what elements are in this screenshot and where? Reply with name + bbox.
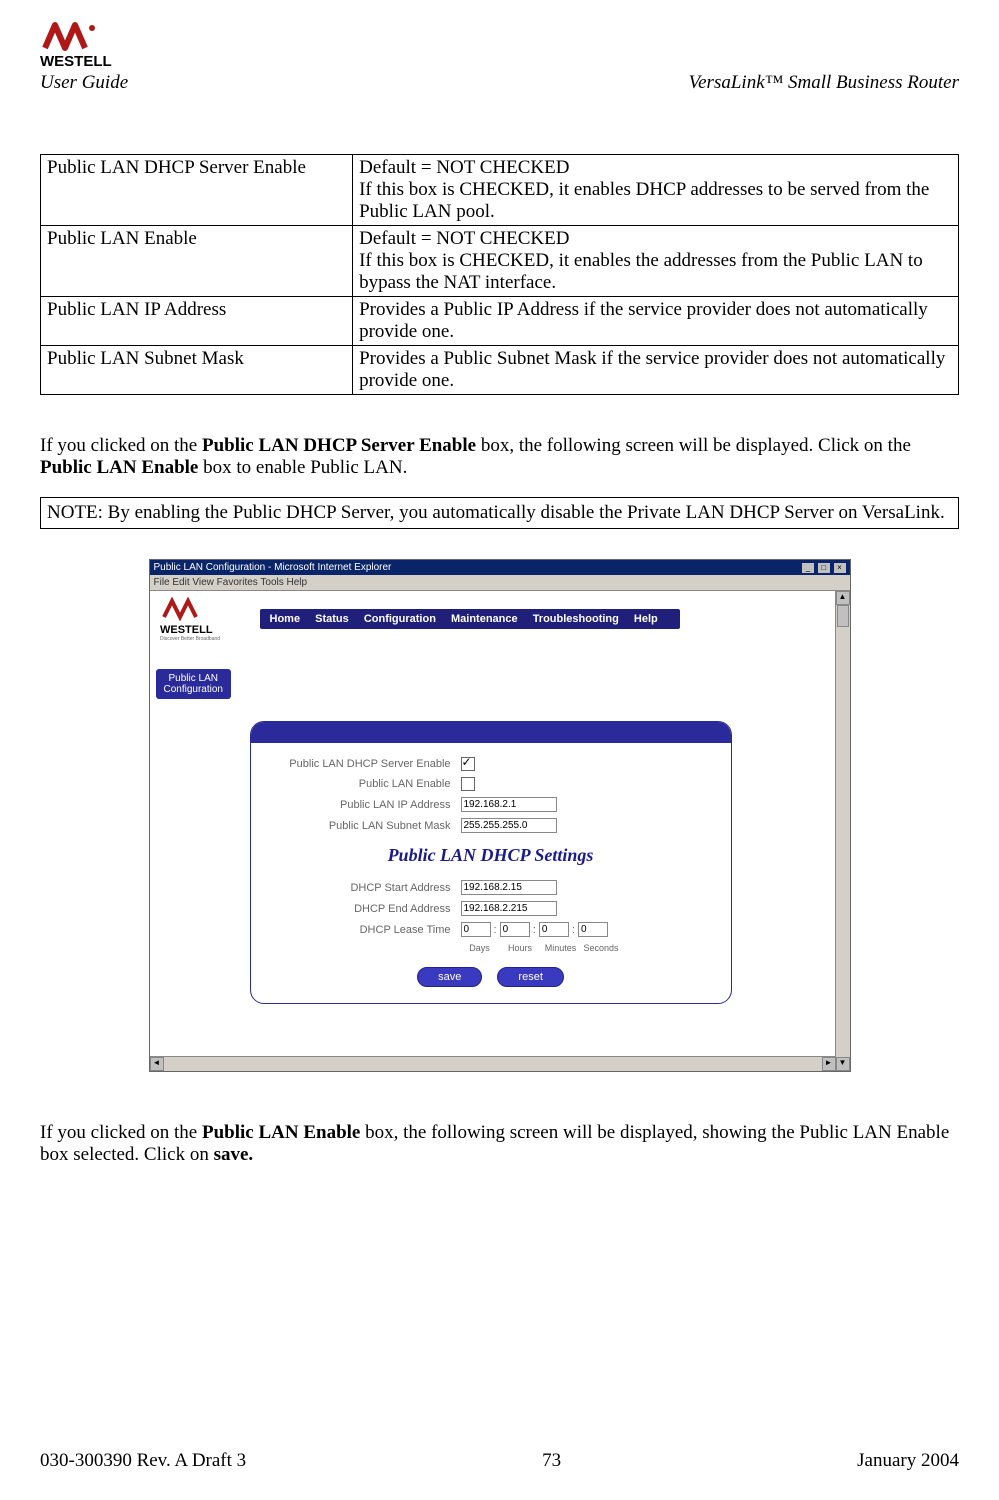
- scroll-up-icon[interactable]: ▲: [836, 591, 850, 605]
- label-dhcp-end: DHCP End Address: [281, 903, 461, 915]
- panel-body: Public LAN DHCP Server Enable Public LAN…: [251, 743, 731, 1003]
- logo-block: WESTELL User Guide: [40, 20, 130, 94]
- router-nav: Home Status Configuration Maintenance Tr…: [260, 609, 680, 629]
- scroll-thumb[interactable]: [837, 605, 849, 627]
- input-lease-seconds[interactable]: [578, 922, 608, 937]
- table-row: Public LAN Subnet Mask Provides a Public…: [41, 346, 959, 395]
- paragraph-2: If you clicked on the Public LAN Enable …: [40, 1122, 959, 1166]
- table-cell-desc: Default = NOT CHECKEDIf this box is CHEC…: [353, 226, 959, 297]
- scroll-right-icon[interactable]: ►: [822, 1057, 836, 1071]
- product-title: VersaLink™ Small Business Router: [689, 72, 959, 94]
- table-cell-label: Public LAN IP Address: [41, 297, 353, 346]
- side-tab[interactable]: Public LANConfiguration: [156, 669, 231, 699]
- page-header: WESTELL User Guide VersaLink™ Small Busi…: [40, 20, 959, 94]
- nav-maintenance[interactable]: Maintenance: [451, 613, 518, 625]
- svg-text:WESTELL: WESTELL: [40, 53, 112, 70]
- panel-head: [251, 722, 731, 743]
- ie-content: WESTELL Discover Better Broadband Home S…: [150, 591, 850, 1071]
- horizontal-scrollbar[interactable]: ◄ ►: [150, 1056, 836, 1071]
- label-ip-address: Public LAN IP Address: [281, 799, 461, 811]
- footer-center: 73: [542, 1450, 561, 1472]
- table-cell-label: Public LAN DHCP Server Enable: [41, 155, 353, 226]
- row-lease-time: DHCP Lease Time : : :: [281, 922, 701, 937]
- input-dhcp-start[interactable]: [461, 880, 557, 895]
- table-row: Public LAN IP Address Provides a Public …: [41, 297, 959, 346]
- row-lan-enable: Public LAN Enable: [281, 777, 701, 791]
- nav-home[interactable]: Home: [270, 613, 301, 625]
- row-subnet: Public LAN Subnet Mask: [281, 818, 701, 833]
- input-lease-days[interactable]: [461, 922, 491, 937]
- table-cell-desc: Provides a Public Subnet Mask if the ser…: [353, 346, 959, 395]
- button-row: save reset: [281, 967, 701, 987]
- nav-configuration[interactable]: Configuration: [364, 613, 436, 625]
- table-cell-desc: Default = NOT CHECKEDIf this box is CHEC…: [353, 155, 959, 226]
- page-footer: 030-300390 Rev. A Draft 3 73 January 200…: [40, 1450, 959, 1472]
- maximize-icon[interactable]: □: [818, 563, 830, 573]
- label-dhcp-server-enable: Public LAN DHCP Server Enable: [281, 758, 461, 770]
- label-subnet: Public LAN Subnet Mask: [281, 820, 461, 832]
- footer-left: 030-300390 Rev. A Draft 3: [40, 1450, 246, 1472]
- nav-troubleshooting[interactable]: Troubleshooting: [533, 613, 619, 625]
- row-dhcp-server-enable: Public LAN DHCP Server Enable: [281, 757, 701, 771]
- window-buttons: _ □ ×: [801, 562, 846, 573]
- westell-logo-small-icon: WESTELL Discover Better Broadband: [160, 597, 230, 641]
- minimize-icon[interactable]: _: [802, 563, 814, 573]
- table-cell-label: Public LAN Enable: [41, 226, 353, 297]
- config-panel: Public LAN DHCP Server Enable Public LAN…: [250, 721, 732, 1004]
- label-lease-time: DHCP Lease Time: [281, 924, 461, 936]
- row-dhcp-start: DHCP Start Address: [281, 880, 701, 895]
- input-ip-address[interactable]: [461, 797, 557, 812]
- table-cell-label: Public LAN Subnet Mask: [41, 346, 353, 395]
- vertical-scrollbar[interactable]: ▲ ▼: [835, 591, 850, 1071]
- save-button[interactable]: save: [417, 967, 482, 987]
- row-dhcp-end: DHCP End Address: [281, 901, 701, 916]
- input-lease-hours[interactable]: [500, 922, 530, 937]
- nav-status[interactable]: Status: [315, 613, 349, 625]
- dhcp-settings-title: Public LAN DHCP Settings: [281, 845, 701, 866]
- reset-button[interactable]: reset: [497, 967, 563, 987]
- table-row: Public LAN DHCP Server Enable Default = …: [41, 155, 959, 226]
- router-header: WESTELL Discover Better Broadband Home S…: [150, 591, 850, 641]
- input-dhcp-end[interactable]: [461, 901, 557, 916]
- settings-table: Public LAN DHCP Server Enable Default = …: [40, 154, 959, 395]
- scroll-left-icon[interactable]: ◄: [150, 1057, 164, 1071]
- label-lan-enable: Public LAN Enable: [281, 778, 461, 790]
- ie-title-text: Public LAN Configuration - Microsoft Int…: [154, 562, 392, 573]
- ie-window: Public LAN Configuration - Microsoft Int…: [149, 559, 851, 1072]
- row-ip-address: Public LAN IP Address: [281, 797, 701, 812]
- westell-logo-icon: WESTELL: [40, 20, 130, 70]
- time-labels: Days Hours Minutes Seconds: [461, 943, 701, 953]
- ie-menubar[interactable]: File Edit View Favorites Tools Help: [150, 575, 850, 591]
- svg-text:WESTELL: WESTELL: [160, 624, 213, 636]
- paragraph-1: If you clicked on the Public LAN DHCP Se…: [40, 435, 959, 479]
- user-guide-label: User Guide: [40, 72, 130, 94]
- screenshot-container: Public LAN Configuration - Microsoft Int…: [40, 559, 959, 1072]
- close-icon[interactable]: ×: [834, 563, 846, 573]
- ie-titlebar: Public LAN Configuration - Microsoft Int…: [150, 560, 850, 575]
- checkbox-lan-enable[interactable]: [461, 777, 475, 791]
- svg-text:Discover Better Broadband: Discover Better Broadband: [160, 636, 220, 641]
- checkbox-dhcp-server-enable[interactable]: [461, 757, 475, 771]
- table-row: Public LAN Enable Default = NOT CHECKEDI…: [41, 226, 959, 297]
- nav-help[interactable]: Help: [634, 613, 658, 625]
- table-cell-desc: Provides a Public IP Address if the serv…: [353, 297, 959, 346]
- label-dhcp-start: DHCP Start Address: [281, 882, 461, 894]
- footer-right: January 2004: [857, 1450, 959, 1472]
- scroll-down-icon[interactable]: ▼: [836, 1057, 850, 1071]
- input-lease-minutes[interactable]: [539, 922, 569, 937]
- note-box: NOTE: By enabling the Public DHCP Server…: [40, 497, 959, 529]
- input-subnet[interactable]: [461, 818, 557, 833]
